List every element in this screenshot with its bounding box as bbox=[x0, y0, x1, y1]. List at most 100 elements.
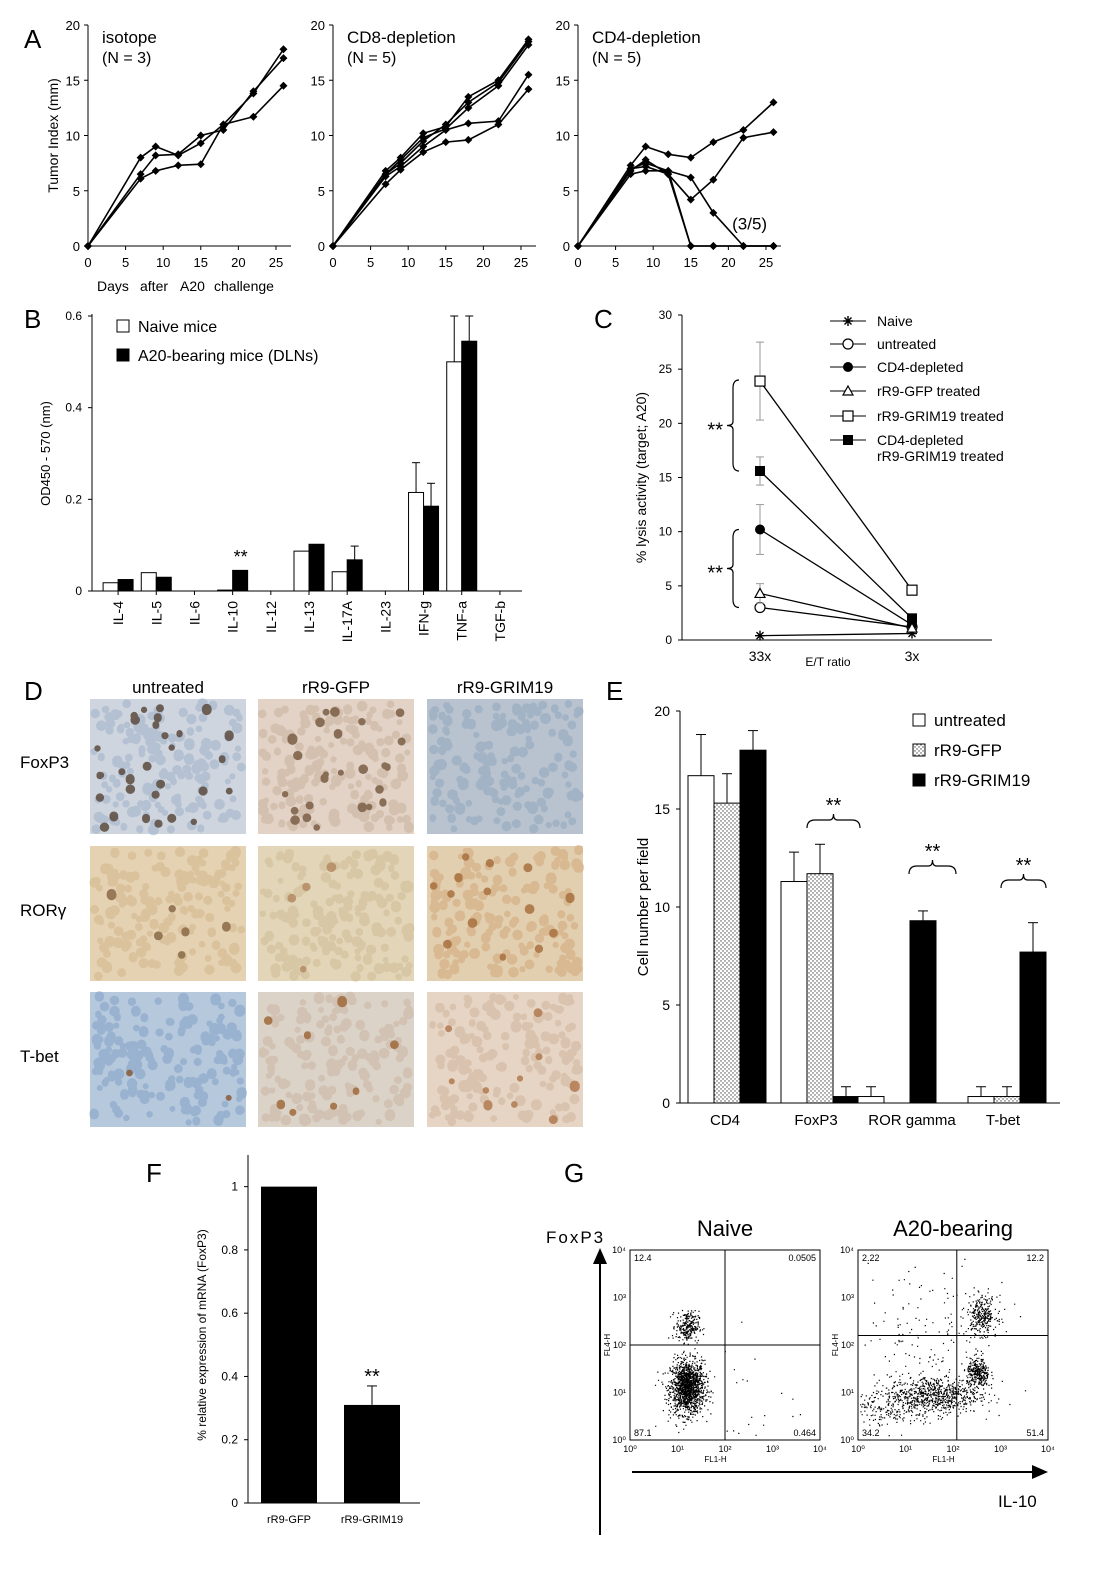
plot-title: Naive bbox=[697, 1216, 753, 1241]
data-point bbox=[136, 174, 145, 183]
data-point bbox=[739, 125, 748, 134]
series-line-3 bbox=[87, 85, 285, 247]
y-axis-label: OD450 - 570 (nm) bbox=[38, 401, 53, 506]
quadrant-ur: 0.0505 bbox=[788, 1253, 816, 1263]
panel-d-ihc-images bbox=[89, 698, 585, 1127]
x-tick-label: 10 bbox=[401, 255, 415, 270]
bar-IL-4-1 bbox=[102, 582, 119, 592]
bar-IL-10-1 bbox=[217, 589, 234, 592]
tile-stained-nuclei bbox=[281, 706, 406, 831]
data-point bbox=[641, 142, 650, 151]
panel-letter-f: F bbox=[146, 1158, 162, 1188]
data-point bbox=[464, 119, 473, 128]
data-point bbox=[151, 151, 160, 160]
x-tick-label: 25 bbox=[514, 255, 528, 270]
series-line-4 bbox=[332, 88, 530, 247]
marker-filled-circle bbox=[843, 362, 853, 372]
significance-brace bbox=[726, 528, 740, 609]
panel-a-isotype-chart: 0 5 10 15 20 0 5 10 15 20 25 isotope (N = 3) Tumor In… bbox=[45, 18, 291, 270]
data-point bbox=[279, 81, 288, 90]
data-point bbox=[686, 242, 695, 250]
quadrant-ll: 87.1 bbox=[634, 1428, 652, 1438]
tile-cells bbox=[259, 848, 415, 982]
series-line bbox=[759, 380, 913, 591]
tile-stained-nuclei bbox=[263, 996, 399, 1116]
chart-title: CD8-depletion bbox=[347, 28, 456, 47]
x-tick-label: TNF-a bbox=[454, 601, 470, 641]
bar-IL-10-2 bbox=[232, 569, 249, 592]
legend-label: rR9-GRIM19 bbox=[934, 771, 1030, 790]
series-line bbox=[759, 592, 913, 629]
y-tick-label: 30 bbox=[659, 308, 673, 322]
quadrant-lr: 0.464 bbox=[793, 1428, 816, 1438]
y-tick-label: 10¹ bbox=[613, 1388, 626, 1398]
y-tick-label: 0 bbox=[563, 239, 570, 254]
data-point bbox=[196, 139, 205, 148]
data-point bbox=[381, 180, 390, 189]
bar-FoxP3-2 bbox=[806, 873, 834, 1104]
significance-brace bbox=[908, 859, 957, 875]
bar-T-bet-2 bbox=[993, 1096, 1021, 1104]
data-point bbox=[151, 142, 160, 151]
panel-c-lysis-chart: 0 5 10 15 20 25 30 33x 3x E/T ratio % lysis activi… bbox=[633, 308, 1004, 669]
marker-open-circle bbox=[754, 601, 766, 614]
bar-TNF-a-2 bbox=[461, 340, 478, 592]
y-tick-label: 10 bbox=[66, 129, 80, 144]
chart-subtitle: (N = 3) bbox=[102, 50, 151, 67]
y-axis-label: % lysis activity (target; A20) bbox=[633, 392, 649, 563]
data-point bbox=[494, 81, 503, 90]
x-tick-label: 10⁴ bbox=[813, 1444, 827, 1454]
panel-e-cell-number-chart: 0 5 10 15 20 Cell number per field CD4 FoxP3 ROR… bbox=[635, 703, 1060, 1129]
y-tick-label: 25 bbox=[659, 362, 673, 376]
y-tick-label: 15 bbox=[659, 471, 673, 485]
series-line-5 bbox=[332, 44, 530, 247]
data-point bbox=[664, 150, 673, 159]
x-tick-label: 10 bbox=[156, 255, 170, 270]
x-tick-label: 10⁰ bbox=[623, 1444, 637, 1454]
panel-a-cd4-chart: 0 5 10 15 20 0 5 10 15 20 25 CD4-depletion (N = 5) (3… bbox=[556, 18, 781, 270]
marker-open-square bbox=[906, 584, 918, 596]
bar-CD4-2 bbox=[713, 802, 741, 1104]
y-tick-label: 5 bbox=[563, 184, 570, 199]
y-tick-label: 5 bbox=[73, 184, 80, 199]
legend-swatch bbox=[912, 743, 926, 757]
ihc-image-1-1 bbox=[258, 846, 415, 982]
y-axis-label: Tumor Index (mm) bbox=[45, 78, 61, 193]
data-point bbox=[196, 131, 205, 140]
col-label-rr9-gfp: rR9-GFP bbox=[302, 678, 370, 697]
bar-rR9-GFP bbox=[261, 1186, 317, 1503]
data-point bbox=[396, 165, 405, 174]
data-point bbox=[739, 242, 748, 250]
y-tick-label: 15 bbox=[654, 801, 670, 817]
y-axis-label: Cell number per field bbox=[635, 838, 652, 976]
marker-open-triangle bbox=[905, 621, 919, 633]
y-tick-label: 0.6 bbox=[65, 309, 82, 323]
series-line-2 bbox=[87, 57, 285, 247]
y-tick-label: 10 bbox=[556, 129, 570, 144]
ihc-image-2-0 bbox=[89, 991, 247, 1127]
y-tick-label: 1 bbox=[231, 1180, 238, 1194]
x-tick-label: 0 bbox=[574, 255, 581, 270]
bar-rR9-GRIM19 bbox=[344, 1404, 400, 1503]
legend-label: untreated bbox=[934, 711, 1006, 730]
col-label-untreated: untreated bbox=[132, 678, 204, 697]
y-tick-label: 0 bbox=[318, 239, 325, 254]
y-tick-label: 0.4 bbox=[221, 1369, 238, 1383]
y-tick-label: 20 bbox=[556, 18, 570, 33]
tile-cells bbox=[89, 991, 247, 1126]
x-tick-label: 5 bbox=[612, 255, 619, 270]
x-tick-label: 15 bbox=[439, 255, 453, 270]
marker-filled-square bbox=[843, 435, 853, 445]
x-tick-label: rR9-GRIM19 bbox=[341, 1514, 403, 1526]
quadrant-ul: 12.4 bbox=[634, 1253, 652, 1263]
y-tick-label: 10⁰ bbox=[840, 1435, 854, 1445]
data-point bbox=[419, 133, 428, 142]
panel-letter-b: B bbox=[24, 304, 41, 334]
ihc-image-1-0 bbox=[89, 845, 246, 981]
x-tick-label: CD4 bbox=[710, 1112, 740, 1129]
y-tick-label: 0.2 bbox=[221, 1433, 238, 1447]
data-point bbox=[329, 242, 337, 250]
y-tick-label: 0.8 bbox=[221, 1243, 238, 1257]
bar-IL-13-1 bbox=[293, 550, 310, 592]
